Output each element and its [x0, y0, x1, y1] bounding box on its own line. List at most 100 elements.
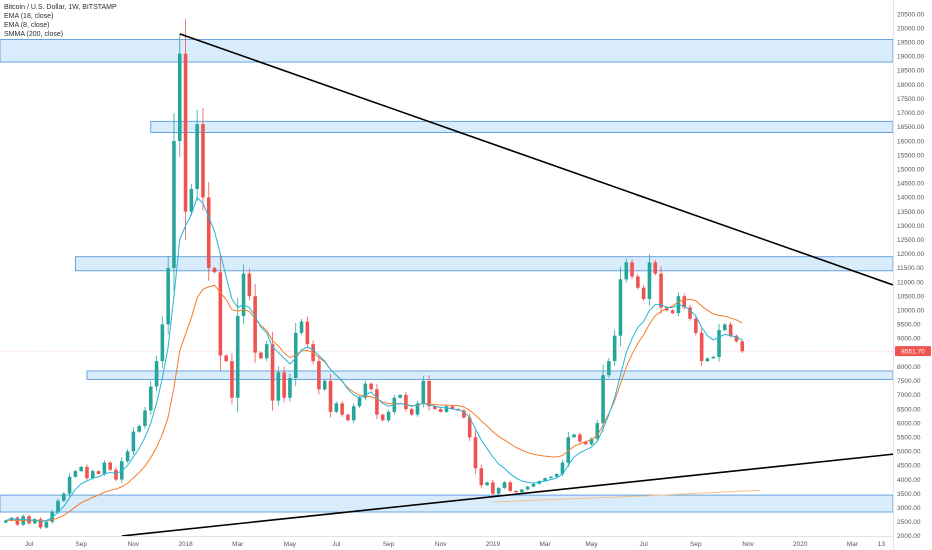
candle	[247, 268, 252, 301]
price-tick-label: 14000.00	[897, 195, 924, 202]
candle	[172, 113, 176, 291]
price-tick-label: 10000.00	[897, 308, 924, 315]
time-tick-label: Mar	[539, 541, 551, 548]
zone-0[interactable]	[0, 39, 894, 63]
price-tick-label: 11000.00	[897, 279, 924, 286]
candle	[607, 357, 611, 378]
candle	[50, 509, 54, 524]
legend-ema8[interactable]: EMA (8, close)	[4, 22, 50, 29]
price-tick-label: 20500.00	[897, 11, 924, 18]
time-axis[interactable]: Jul Sep Nov 2018 Mar May Jul Sep Nov 2019 Mar May Ju…	[25, 541, 886, 548]
candlestick-series	[4, 18, 745, 530]
candle	[15, 516, 20, 526]
candle	[636, 273, 640, 290]
candle	[253, 283, 257, 363]
candle	[525, 486, 530, 490]
candle	[485, 481, 489, 486]
price-axis[interactable]: 2000.00 2500.00 3000.00 3500.00 4000.00 4500.…	[897, 11, 924, 540]
zone-2[interactable]	[74, 256, 894, 272]
candle	[351, 403, 356, 423]
candle	[717, 324, 721, 362]
candle	[4, 520, 8, 524]
candle	[682, 293, 687, 310]
price-tick-label: 7000.00	[897, 392, 921, 399]
candle	[322, 378, 327, 391]
candle	[549, 476, 553, 479]
price-tick-label: 13000.00	[897, 223, 924, 230]
candle	[108, 461, 112, 471]
price-tick-label: 4000.00	[897, 477, 921, 484]
candle	[711, 355, 716, 360]
price-tick-label: 3500.00	[897, 491, 921, 498]
price-tick-label: 16500.00	[897, 124, 924, 131]
candle	[578, 432, 582, 443]
zone-4[interactable]	[0, 494, 894, 513]
symbol-title[interactable]: Bitcoin / U.S. Dollar, 1W, BITSTAMP	[4, 4, 117, 11]
candle	[73, 469, 78, 478]
candle	[601, 364, 605, 432]
candle	[496, 486, 501, 495]
legend-smma[interactable]: SMMA (200, close)	[4, 31, 64, 38]
price-tick-label: 19000.00	[897, 54, 924, 61]
price-tick-label: 19500.00	[897, 40, 924, 47]
ema-18-line	[5, 284, 743, 522]
candle	[508, 480, 513, 493]
time-tick-label: 2019	[486, 541, 501, 548]
trendline-0[interactable]	[179, 33, 894, 286]
candle	[131, 427, 136, 455]
candle	[369, 382, 373, 391]
zone-3[interactable]	[86, 370, 894, 380]
candle	[195, 109, 199, 201]
candle	[363, 380, 368, 401]
candle	[444, 404, 449, 413]
candle	[705, 357, 710, 362]
candle	[102, 460, 107, 476]
candle	[554, 473, 559, 478]
candle	[618, 266, 623, 346]
price-tick-label: 7500.00	[897, 378, 921, 385]
time-tick-label: Jul	[639, 541, 648, 548]
candle	[270, 331, 275, 411]
price-tick-label: 2500.00	[897, 519, 921, 526]
price-tick-label: 15000.00	[897, 166, 924, 173]
candle	[409, 407, 414, 416]
ema-8-line	[5, 196, 743, 523]
candle	[160, 316, 165, 368]
trendlines[interactable]	[121, 33, 894, 537]
candle	[154, 355, 159, 392]
candle	[398, 394, 402, 399]
candle	[688, 305, 692, 321]
time-tick-label: Jul	[332, 541, 341, 548]
price-tick-label: 6500.00	[897, 406, 921, 413]
price-tick-label: 14500.00	[897, 181, 924, 188]
current-price-badge: 8551.70	[895, 346, 931, 357]
candle	[119, 457, 124, 483]
price-tick-label: 5000.00	[897, 449, 921, 456]
candle	[531, 483, 536, 488]
candle	[438, 408, 443, 413]
legend-ema18[interactable]: EMA (18, close)	[4, 13, 54, 20]
candle	[143, 407, 147, 429]
candle	[595, 419, 600, 442]
candle	[224, 354, 228, 363]
time-tick-label: May	[585, 541, 598, 548]
candle	[230, 353, 234, 405]
price-tick-label: 13500.00	[897, 209, 924, 216]
candle	[699, 326, 704, 367]
candle	[235, 297, 240, 413]
candle	[647, 254, 652, 306]
time-tick-label: Sep	[75, 541, 87, 548]
candle	[189, 184, 194, 216]
price-tick-label: 15500.00	[897, 152, 924, 159]
candle	[659, 266, 663, 314]
candle	[38, 517, 43, 530]
zone-1[interactable]	[150, 120, 894, 133]
price-tick-label: 3000.00	[897, 505, 921, 512]
trendline-1[interactable]	[121, 453, 894, 537]
candle	[96, 470, 101, 475]
candle	[491, 479, 495, 496]
candle	[520, 488, 524, 493]
price-tick-label: 12000.00	[897, 251, 924, 258]
time-tick-label: Nov	[128, 541, 140, 548]
